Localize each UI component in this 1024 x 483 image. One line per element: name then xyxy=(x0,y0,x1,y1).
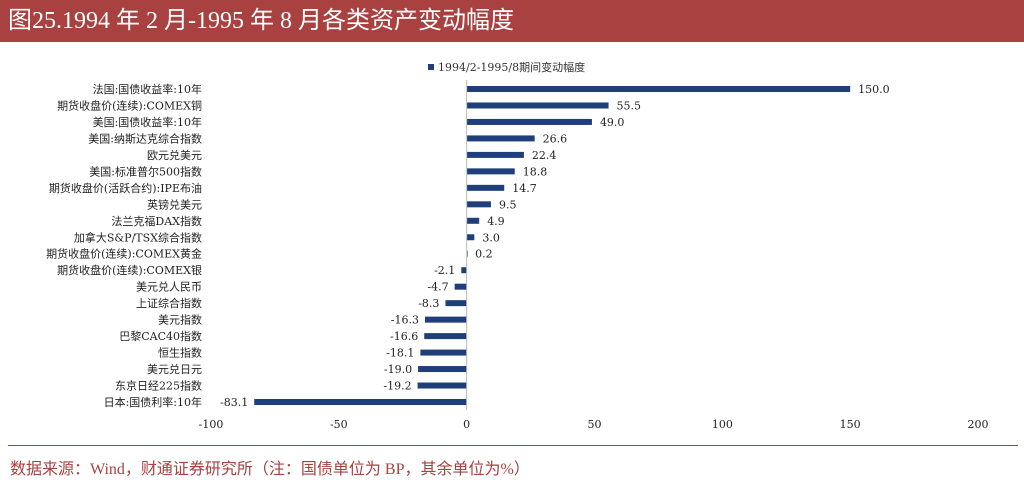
data-label: 3.0 xyxy=(482,231,500,244)
data-label: 14.7 xyxy=(512,182,537,195)
category-label: 上证综合指数 xyxy=(136,296,202,310)
category-label: 期货收盘价(连续):COMEX铜 xyxy=(57,98,202,112)
category-label: 法国:国债收益率:10年 xyxy=(93,82,202,96)
category-label: 美国:国债收益率:10年 xyxy=(93,115,202,129)
data-label: -8.3 xyxy=(418,297,439,310)
bar xyxy=(466,86,851,92)
bar xyxy=(466,118,592,125)
bar xyxy=(454,283,467,290)
data-label: 26.6 xyxy=(543,132,568,145)
data-label: -19.0 xyxy=(384,363,412,376)
bar xyxy=(466,217,480,224)
x-tick-label: 200 xyxy=(968,418,989,431)
bar xyxy=(466,201,491,208)
bar xyxy=(254,399,467,405)
x-tick-label: -50 xyxy=(330,418,348,431)
category-label: 恒生指数 xyxy=(158,346,202,360)
x-tick-label: 150 xyxy=(840,418,861,431)
bar xyxy=(466,102,609,109)
data-label: -19.2 xyxy=(383,380,411,393)
x-tick-label: 0 xyxy=(463,418,470,431)
x-tick-label: 50 xyxy=(588,418,602,431)
category-label: 美元指数 xyxy=(158,313,202,327)
data-label: 9.5 xyxy=(499,198,516,211)
bar xyxy=(466,184,505,191)
bar xyxy=(466,135,535,142)
category-label: 欧元兑美元 xyxy=(147,148,202,162)
legend-label: 1994/2-1995/8期间变动幅度 xyxy=(438,60,585,74)
bar xyxy=(466,151,524,158)
data-label: 55.5 xyxy=(617,99,642,112)
x-tick-label: 100 xyxy=(712,418,733,431)
category-label: 美国:纳斯达克综合指数 xyxy=(88,131,202,145)
legend-swatch xyxy=(428,64,434,70)
category-label: 英镑兑美元 xyxy=(147,197,202,211)
bar xyxy=(417,382,467,389)
data-label: 18.8 xyxy=(523,165,548,178)
figure-title: 图25.1994 年 2 月-1995 年 8 月各类资产变动幅度 xyxy=(0,0,1024,42)
data-label: -16.3 xyxy=(391,314,419,327)
data-label: 0.2 xyxy=(475,248,493,261)
category-label: 法兰克福DAX指数 xyxy=(111,214,202,228)
data-label: -83.1 xyxy=(220,396,248,409)
category-label: 日本:国债利率:10年 xyxy=(104,395,202,409)
bar xyxy=(424,316,467,323)
category-label: 美元兑人民币 xyxy=(136,280,202,294)
category-label: 东京日经225指数 xyxy=(115,379,202,393)
category-label: 期货收盘价(活跃合约):IPE布油 xyxy=(49,181,202,195)
category-label: 期货收盘价(连续):COMEX银 xyxy=(57,263,202,277)
data-label: -2.1 xyxy=(434,264,455,277)
data-label: -16.6 xyxy=(390,330,418,343)
bar xyxy=(461,267,467,274)
data-label: 22.4 xyxy=(532,149,557,162)
bar xyxy=(466,168,515,175)
x-tick-label: -100 xyxy=(199,418,224,431)
category-label: 期货收盘价(连续):COMEX黄金 xyxy=(46,247,202,261)
category-label: 巴黎CAC40指数 xyxy=(119,329,202,343)
data-label: -18.1 xyxy=(386,347,414,360)
data-label: 49.0 xyxy=(600,116,625,129)
bar xyxy=(420,349,467,356)
bar xyxy=(418,366,467,373)
data-label: -4.7 xyxy=(427,281,448,294)
divider xyxy=(8,445,1018,446)
category-label: 美国:标准普尔500指数 xyxy=(89,164,202,178)
source-note: 数据来源：Wind，财通证券研究所（注：国债单位为 BP，其余单位为%） xyxy=(10,461,530,478)
bar xyxy=(424,333,467,340)
category-label: 美元兑日元 xyxy=(147,362,202,376)
data-label: 150.0 xyxy=(858,83,890,96)
data-label: 4.9 xyxy=(487,215,505,228)
bar xyxy=(445,300,467,307)
category-label: 加拿大S&P/TSX综合指数 xyxy=(74,230,202,244)
bar xyxy=(466,234,475,241)
